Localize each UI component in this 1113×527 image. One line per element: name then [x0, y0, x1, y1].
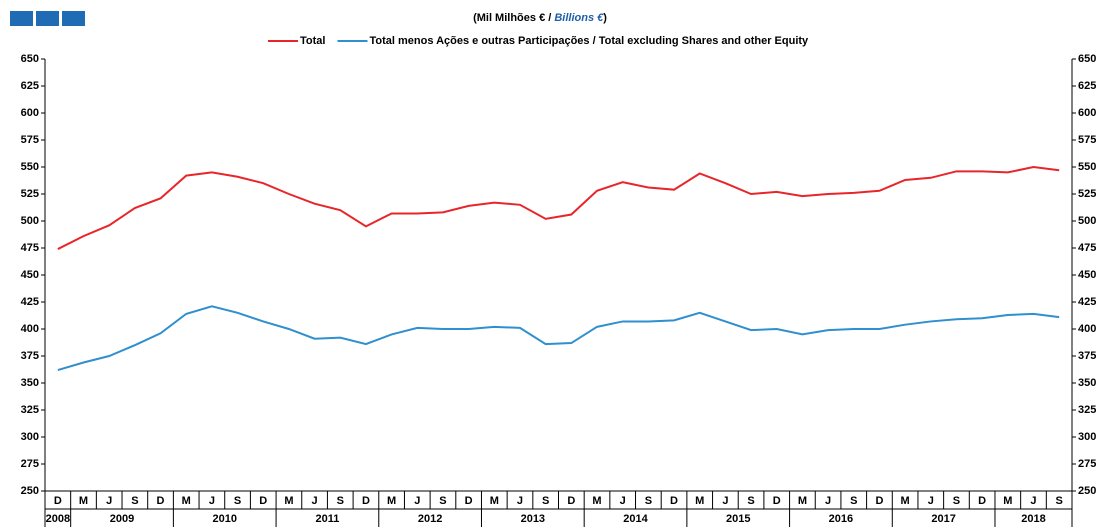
x-tick-label: M	[490, 495, 499, 507]
x-tick-label: S	[439, 495, 446, 507]
x-tick-label: J	[928, 495, 934, 507]
x-tick-label: D	[875, 495, 883, 507]
x-tick-label: S	[337, 495, 344, 507]
x-tick-label: D	[54, 495, 62, 507]
y-tick-label: 475	[21, 242, 39, 254]
logo-block	[62, 11, 85, 26]
x-tick-label: D	[670, 495, 678, 507]
y-tick-label: 550	[21, 161, 39, 173]
series-line	[57, 165, 1060, 250]
y-tick-label: 425	[21, 296, 39, 308]
y-tick-label-right: 650	[1078, 53, 1096, 65]
x-tick-label: S	[234, 495, 241, 507]
logo-block	[10, 11, 33, 26]
y-tick-label-right: 625	[1078, 80, 1096, 92]
x-tick-label: D	[465, 495, 473, 507]
x-tick-label: D	[362, 495, 370, 507]
x-tick-label: D	[773, 495, 781, 507]
y-tick-label: 650	[21, 53, 39, 65]
x-tick-label: M	[79, 495, 88, 507]
y-tick-label-right: 500	[1078, 215, 1096, 227]
y-tick-label: 600	[21, 107, 39, 119]
y-tick-label-right: 375	[1078, 350, 1096, 362]
x-tick-label: J	[1030, 495, 1036, 507]
y-tick-label: 575	[21, 134, 39, 146]
y-tick-label-right: 250	[1078, 485, 1096, 497]
y-tick-label: 325	[21, 404, 39, 416]
title-part: )	[603, 12, 607, 24]
x-tick-label: J	[517, 495, 523, 507]
x-tick-label: J	[722, 495, 728, 507]
x-tick-label: S	[850, 495, 857, 507]
x-tick-label: M	[1003, 495, 1012, 507]
year-label: 2016	[829, 513, 853, 525]
x-tick-label: D	[567, 495, 575, 507]
x-tick-label: S	[1055, 495, 1062, 507]
x-tick-label: S	[131, 495, 138, 507]
y-tick-label: 375	[21, 350, 39, 362]
y-tick-label: 250	[21, 485, 39, 497]
x-tick-label: D	[978, 495, 986, 507]
x-tick-label: J	[106, 495, 112, 507]
y-tick-label: 350	[21, 377, 39, 389]
y-tick-label: 450	[21, 269, 39, 281]
year-label: 2017	[931, 513, 955, 525]
year-label: 2010	[212, 513, 236, 525]
y-tick-label-right: 325	[1078, 404, 1096, 416]
x-tick-label: D	[157, 495, 165, 507]
y-tick-label: 500	[21, 215, 39, 227]
chart-title: (Mil Milhões € / Billions €)	[473, 12, 607, 24]
year-label: 2013	[521, 513, 545, 525]
y-tick-label-right: 525	[1078, 188, 1096, 200]
x-tick-label: M	[592, 495, 601, 507]
series-line	[57, 305, 1060, 371]
y-tick-label-right: 575	[1078, 134, 1096, 146]
x-tick-label: M	[284, 495, 293, 507]
year-label: 2008	[46, 513, 70, 525]
logo-block	[36, 11, 59, 26]
y-tick-label-right: 400	[1078, 323, 1096, 335]
year-label: 2014	[623, 513, 648, 525]
year-label: 2012	[418, 513, 442, 525]
legend-label: Total	[300, 35, 325, 47]
x-tick-label: M	[901, 495, 910, 507]
y-tick-label-right: 450	[1078, 269, 1096, 281]
y-tick-label-right: 300	[1078, 431, 1096, 443]
y-tick-label: 525	[21, 188, 39, 200]
x-tick-label: M	[182, 495, 191, 507]
x-tick-label: S	[542, 495, 549, 507]
legend-label: Total menos Ações e outras Participações…	[369, 35, 809, 47]
x-tick-label: D	[259, 495, 267, 507]
y-tick-label: 300	[21, 431, 39, 443]
y-tick-label-right: 550	[1078, 161, 1096, 173]
y-tick-label-right: 350	[1078, 377, 1096, 389]
year-label: 2009	[110, 513, 134, 525]
y-tick-label: 625	[21, 80, 39, 92]
y-tick-label-right: 275	[1078, 458, 1096, 470]
y-tick-label: 275	[21, 458, 39, 470]
year-label: 2011	[315, 513, 339, 525]
x-tick-label: M	[798, 495, 807, 507]
y-tick-label-right: 600	[1078, 107, 1096, 119]
x-tick-label: J	[209, 495, 215, 507]
year-label: 2018	[1021, 513, 1045, 525]
year-label: 2015	[726, 513, 750, 525]
title-part: (Mil Milhões € /	[473, 12, 554, 24]
x-tick-label: M	[387, 495, 396, 507]
x-tick-label: M	[695, 495, 704, 507]
x-tick-label: J	[825, 495, 831, 507]
y-tick-label-right: 475	[1078, 242, 1096, 254]
x-tick-label: J	[620, 495, 626, 507]
title-part: Billions €	[554, 12, 604, 24]
x-tick-label: S	[953, 495, 960, 507]
y-tick-label: 400	[21, 323, 39, 335]
x-tick-label: J	[312, 495, 318, 507]
x-tick-label: S	[645, 495, 652, 507]
x-tick-label: S	[747, 495, 754, 507]
y-tick-label-right: 425	[1078, 296, 1096, 308]
x-tick-label: J	[414, 495, 420, 507]
